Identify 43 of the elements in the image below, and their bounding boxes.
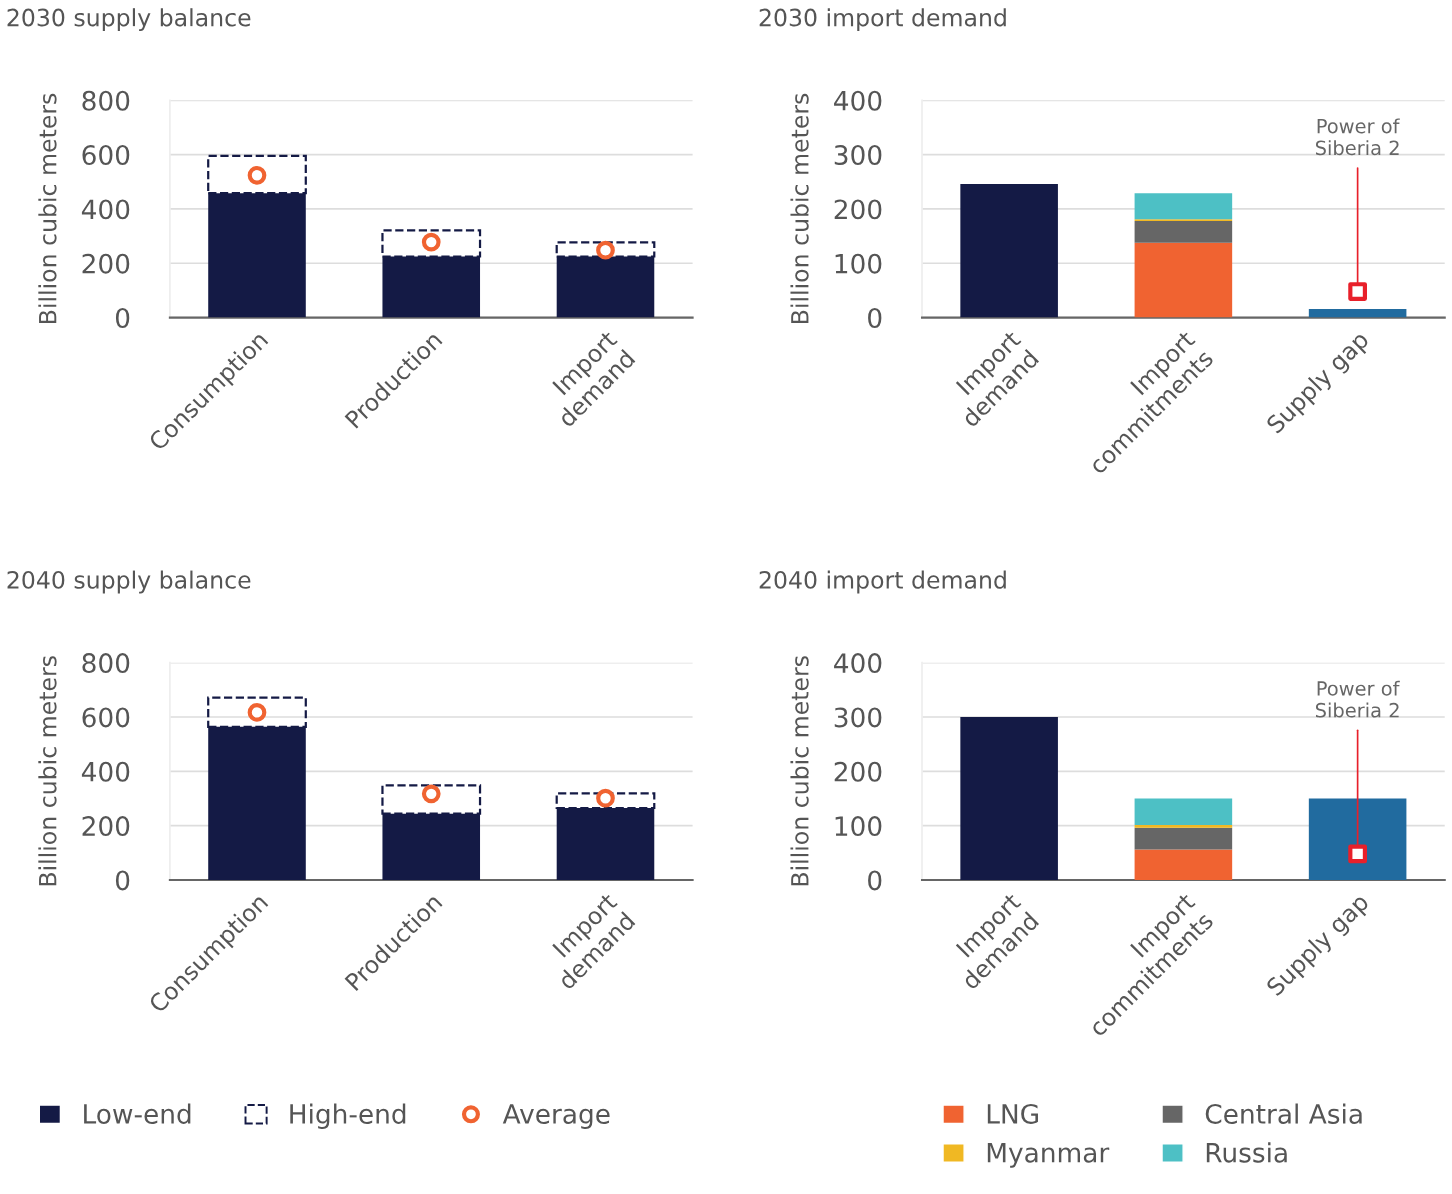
legend-label: Central Asia <box>1205 1103 1362 1124</box>
y-axis-title: Billion cubic meters <box>38 93 57 323</box>
legend-label: High-end <box>290 1103 406 1130</box>
y-tick-label: 200 <box>834 761 882 782</box>
legend-label: Low-end <box>84 1103 191 1124</box>
y-tick-label: 800 <box>82 90 130 111</box>
y-tick-label: 0 <box>115 870 130 891</box>
annotation: Power of Siberia 2 <box>1315 118 1400 156</box>
chart-title: 2040 supply balance <box>7 570 251 594</box>
y-axis-title: Billion cubic meters <box>790 656 809 886</box>
y-tick-label: 400 <box>834 653 882 674</box>
y-tick-label: 400 <box>81 199 130 220</box>
y-axis-title: Billion cubic meters <box>790 93 809 323</box>
y-tick-label: 800 <box>82 653 130 674</box>
annotation: Power of Siberia 2 <box>1315 680 1400 718</box>
point <box>421 232 441 252</box>
legend-label: Myanmar <box>987 1143 1110 1168</box>
point <box>596 788 615 808</box>
point <box>596 240 615 260</box>
y-tick-label: 600 <box>82 145 130 166</box>
y-tick-label: 200 <box>82 816 130 837</box>
y-tick-label: 200 <box>834 199 882 220</box>
y-tick-label: 100 <box>835 816 882 837</box>
legend-label: Russia <box>1206 1142 1287 1163</box>
y-tick-label: 300 <box>834 707 882 728</box>
y-tick-label: 0 <box>868 308 882 328</box>
y-tick-label: 0 <box>115 308 130 328</box>
y-axis-title: Billion cubic meters <box>38 656 57 886</box>
y-tick-label: 0 <box>868 870 882 891</box>
point <box>247 165 267 185</box>
y-tick-label: 200 <box>82 253 130 274</box>
legend-label: Average <box>502 1104 610 1130</box>
point <box>247 703 267 722</box>
y-tick-label: 100 <box>835 253 882 274</box>
chart-title: 2030 import demand <box>759 8 1006 32</box>
chart-title: 2030 supply balance <box>7 8 251 32</box>
y-tick-label: 300 <box>834 145 882 166</box>
point <box>421 784 441 804</box>
y-tick-label: 400 <box>81 761 130 782</box>
y-tick-label: 400 <box>834 90 882 111</box>
legend-label: LNG <box>987 1103 1038 1124</box>
chart-title: 2040 import demand <box>759 570 1006 594</box>
y-tick-label: 600 <box>82 707 130 728</box>
